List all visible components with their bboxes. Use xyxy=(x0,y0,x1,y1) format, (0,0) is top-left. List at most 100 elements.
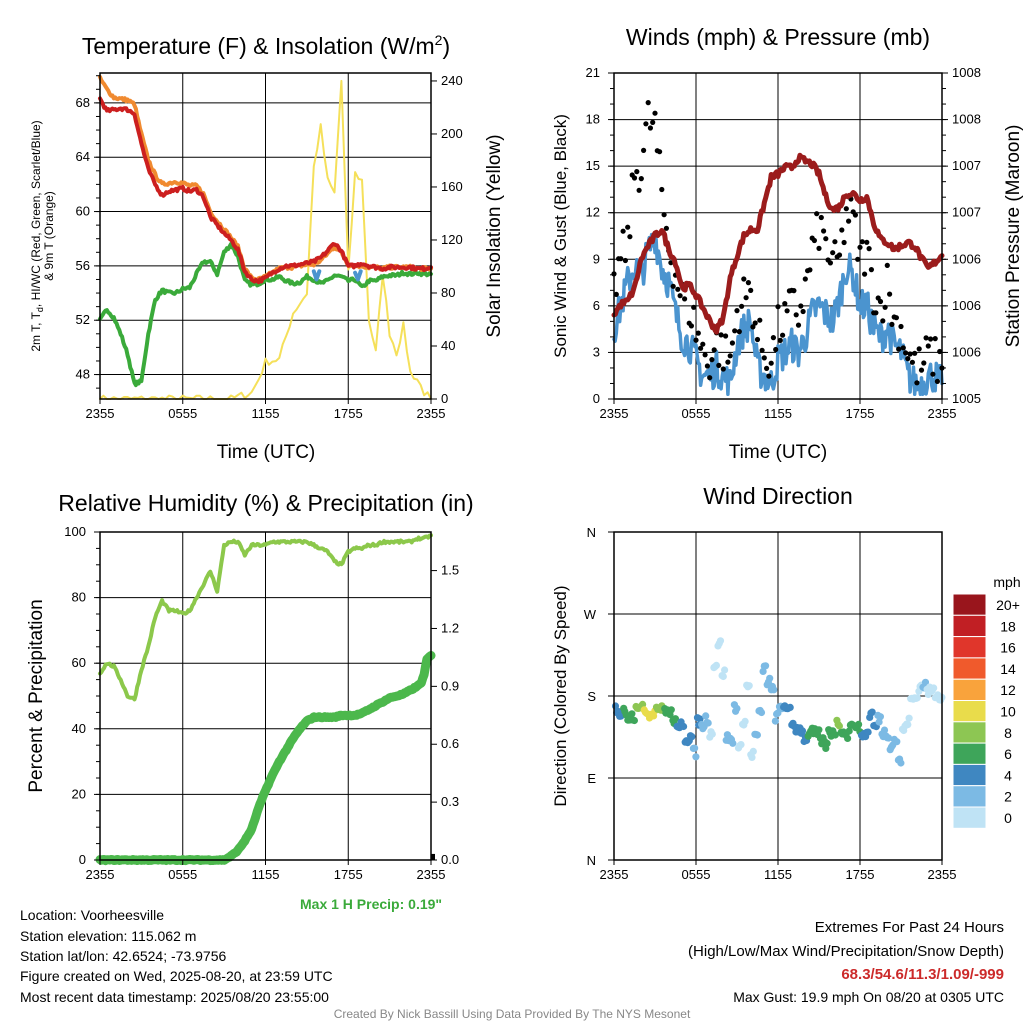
gust-point xyxy=(775,304,781,310)
gust-point xyxy=(663,225,670,231)
gust-point xyxy=(723,333,729,339)
gust-point xyxy=(907,351,913,357)
gust-point xyxy=(750,324,756,330)
colorbar-label: 20+ xyxy=(996,597,1020,613)
relative-humidity-line xyxy=(98,533,433,702)
gust-point xyxy=(882,304,888,310)
gust-point xyxy=(698,345,704,351)
y-tick-label: 60 xyxy=(76,204,90,219)
gust-point xyxy=(761,355,767,361)
gust-point xyxy=(928,336,934,342)
credit-line: Created By Nick Bassill Using Data Provi… xyxy=(333,1007,691,1021)
gust-point xyxy=(707,375,713,381)
gust-point xyxy=(645,100,651,106)
direction-point xyxy=(766,674,774,682)
colorbar-label: 18 xyxy=(1000,618,1016,634)
y-tick-label: 80 xyxy=(72,590,86,605)
gust-point xyxy=(816,245,822,251)
direction-point xyxy=(798,727,807,735)
gust-point xyxy=(732,328,738,334)
direction-point xyxy=(762,662,770,670)
direction-point xyxy=(835,722,844,730)
y-axis-label: Percent & Precipitation xyxy=(26,599,47,792)
direction-point xyxy=(921,678,930,686)
gust-point xyxy=(859,239,865,245)
direction-point xyxy=(691,744,699,752)
gust-point xyxy=(923,335,929,341)
gust-point xyxy=(839,227,845,233)
footer-created: Figure created on Wed, 2025-08-20, at 23… xyxy=(20,968,333,984)
colorbar-swatch xyxy=(952,700,987,723)
y-tick-label: 64 xyxy=(76,149,90,164)
direction-point xyxy=(721,666,729,674)
chart-title-humidity: Relative Humidity (%) & Precipitation (i… xyxy=(58,490,473,516)
gust-point xyxy=(830,250,836,256)
y-tick-label: 3 xyxy=(593,344,600,359)
y2-tick-label: 160 xyxy=(441,179,463,194)
humidity-panel-grid xyxy=(99,531,432,861)
y2-tick-label: 200 xyxy=(441,126,463,141)
gust-point xyxy=(718,332,724,338)
temperature-panel-grid xyxy=(99,73,432,399)
y-tick-label: 48 xyxy=(76,367,90,382)
gust-point xyxy=(782,301,788,307)
direction-point xyxy=(667,706,675,714)
gust-point xyxy=(884,262,890,268)
direction-point xyxy=(885,734,893,742)
y2-tick-label: 1.5 xyxy=(441,563,459,578)
y2-axis-label: Solar Insolation (Yellow) xyxy=(484,134,505,337)
x-tick-label: 1755 xyxy=(846,406,875,421)
direction-point xyxy=(639,700,647,709)
gust-point xyxy=(688,323,695,329)
gust-point xyxy=(638,176,644,182)
colorbar-swatch xyxy=(952,593,987,616)
gust-point xyxy=(925,343,931,349)
gust-point xyxy=(691,304,697,310)
gust-point xyxy=(741,276,747,282)
gust-point xyxy=(657,149,663,155)
y2-tick-label: 0.6 xyxy=(441,736,459,751)
y-tick-label: 52 xyxy=(76,312,90,327)
gust-point xyxy=(807,267,813,273)
x-tick-label: 2355 xyxy=(417,406,446,421)
gust-point xyxy=(618,256,624,262)
gust-point xyxy=(647,125,654,131)
direction-point xyxy=(749,747,757,756)
gust-point xyxy=(693,337,699,343)
gust-point xyxy=(745,280,752,286)
gust-point xyxy=(889,321,895,327)
direction-point xyxy=(815,726,823,734)
colorbar-swatch xyxy=(952,678,987,702)
direction-point xyxy=(845,727,853,735)
y-tick-label: N xyxy=(587,853,596,868)
max-gust: Max Gust: 19.9 mph On 08/20 at 0305 UTC xyxy=(733,989,1004,1005)
gust-point xyxy=(677,293,683,299)
colorbar-label: 12 xyxy=(1000,682,1016,698)
y-tick-label: 9 xyxy=(593,251,600,266)
direction-point xyxy=(905,714,913,722)
y-tick-label: 18 xyxy=(586,112,600,127)
gust-point xyxy=(636,187,642,193)
gust-point xyxy=(650,119,656,125)
extremes-title: Extremes For Past 24 Hours xyxy=(814,919,1004,936)
gust-point xyxy=(918,367,925,373)
colorbar-label: 10 xyxy=(1000,704,1016,720)
2m-t-line xyxy=(98,96,433,285)
y2-tick-label: 0.9 xyxy=(441,678,459,693)
gust-point xyxy=(748,287,754,293)
y2-tick-label: 0.3 xyxy=(441,794,459,809)
gust-point xyxy=(877,298,884,305)
gust-point xyxy=(887,291,893,297)
gust-point xyxy=(905,356,911,362)
gust-point xyxy=(836,252,843,258)
x-tick-label: 2355 xyxy=(928,867,957,882)
direction-point xyxy=(716,637,725,645)
direction-point xyxy=(864,728,872,736)
direction-point xyxy=(688,733,696,741)
gust-point xyxy=(709,357,715,363)
gust-point xyxy=(903,350,909,356)
chart-title-temperature: Temperature (F) & Insolation (W/m2) xyxy=(82,32,450,59)
colorbar-swatch xyxy=(952,721,987,744)
footer-elevation: Station elevation: 115.062 m xyxy=(20,928,197,944)
colorbar-swatch xyxy=(952,614,987,638)
